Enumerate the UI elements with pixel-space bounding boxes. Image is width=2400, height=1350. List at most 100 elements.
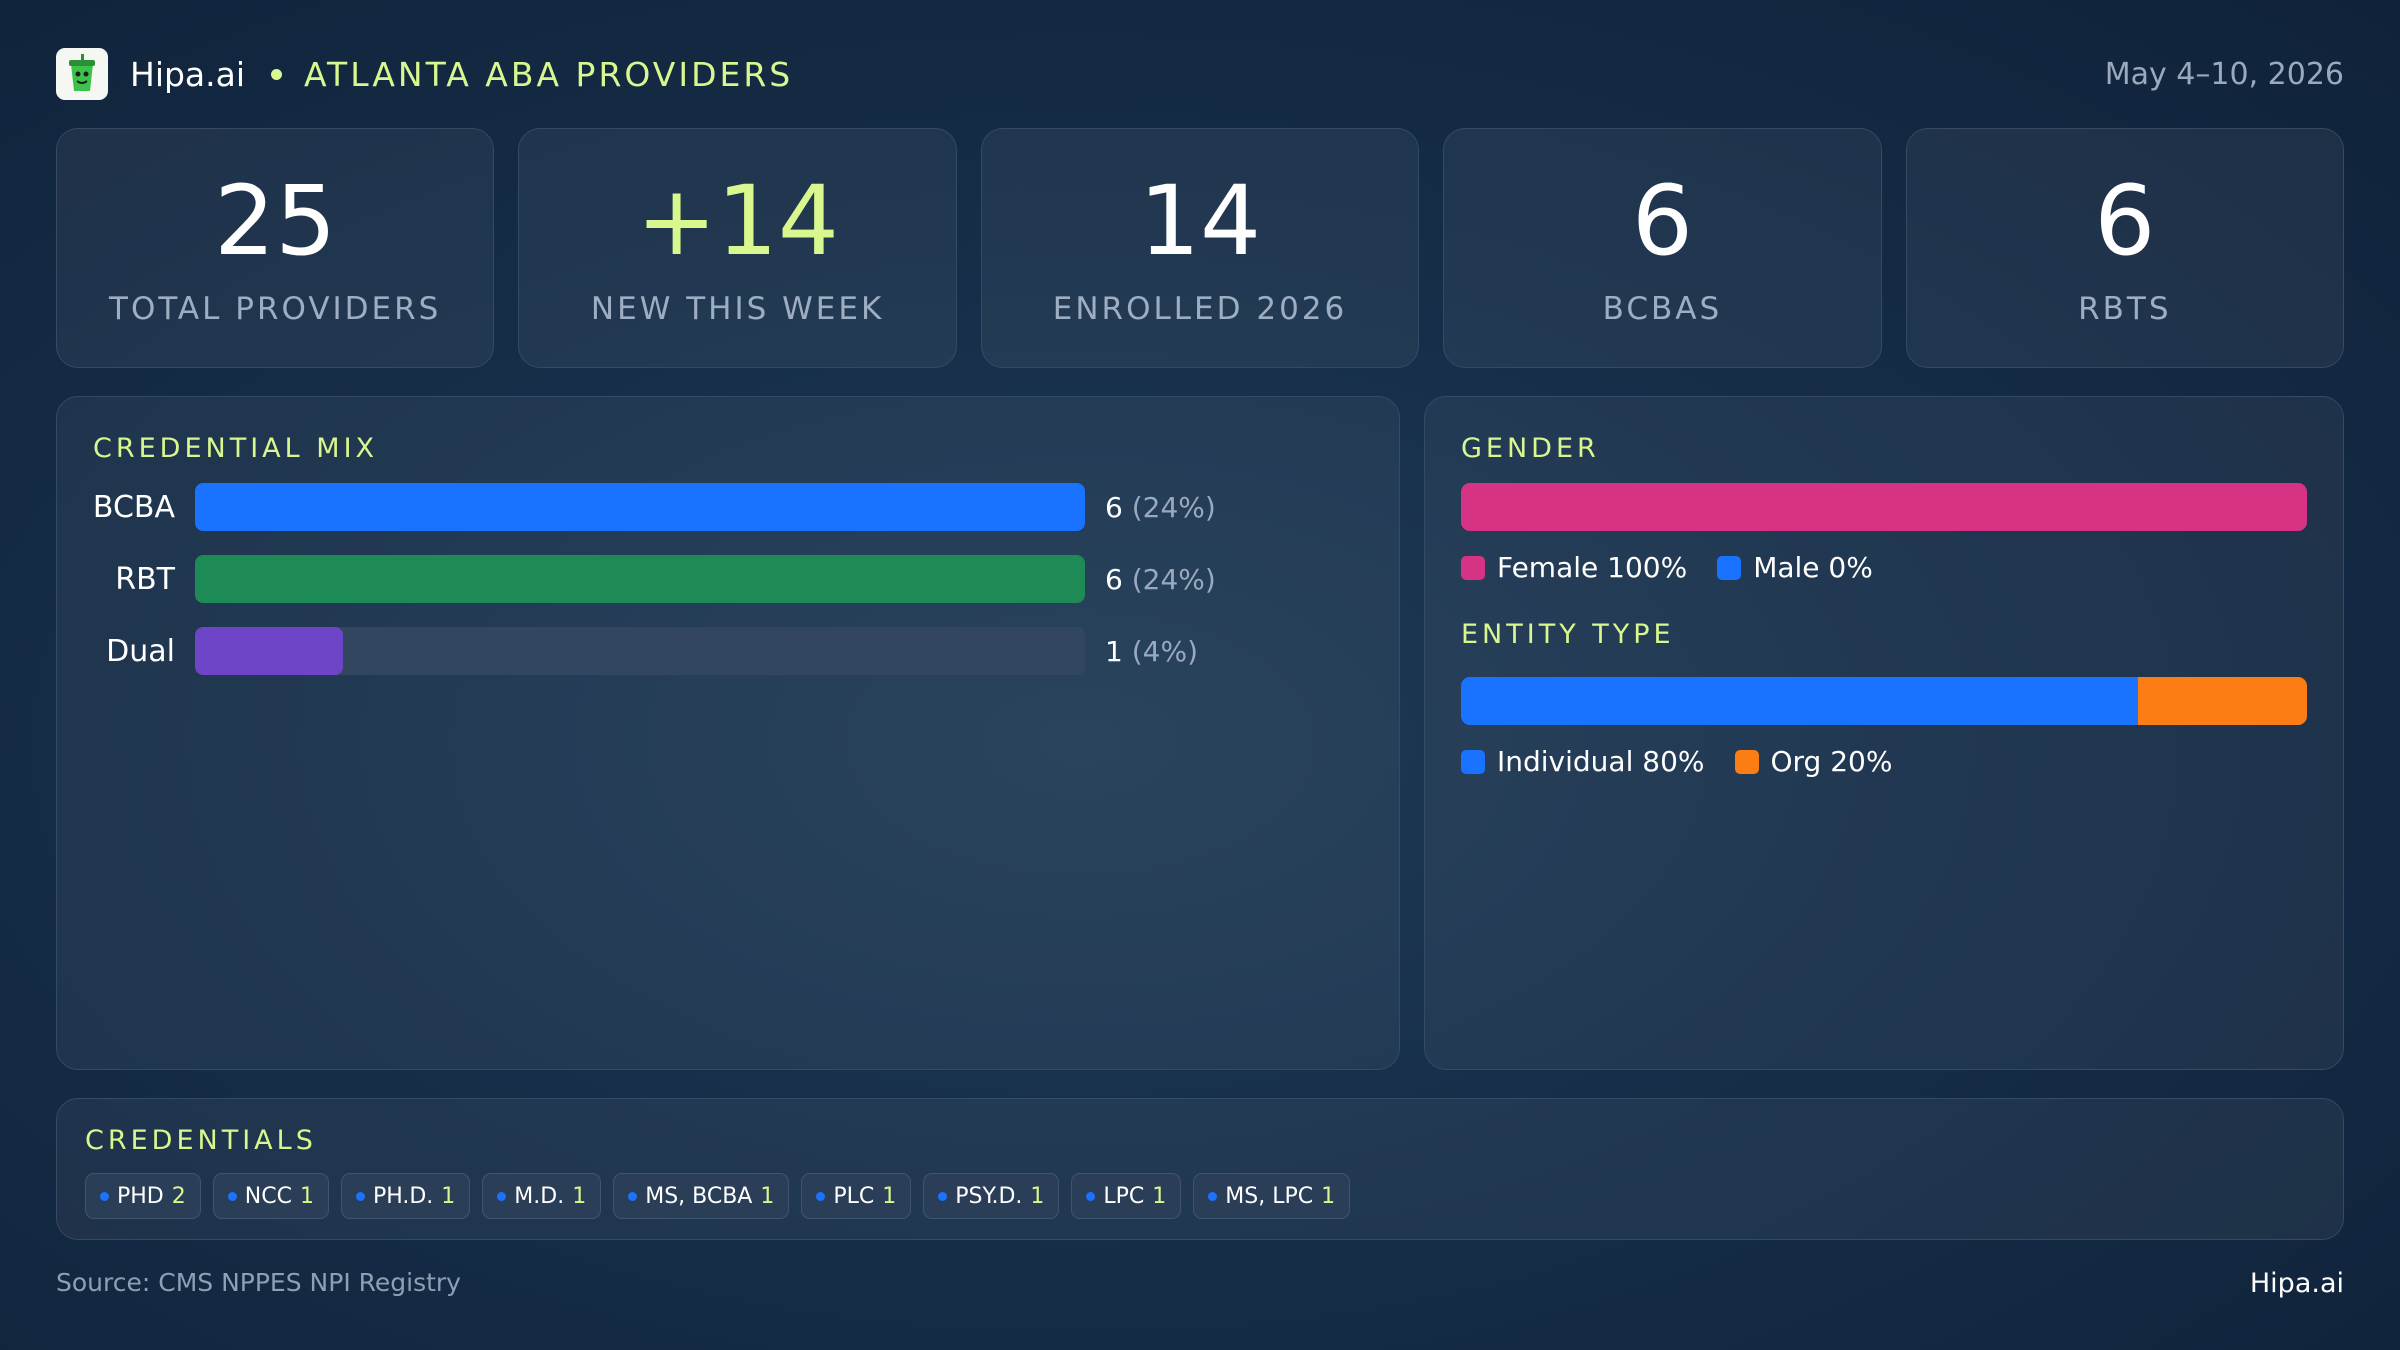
bar-label: BCBA <box>92 489 175 525</box>
legend-item-female: Female 100% <box>1461 551 1687 584</box>
entity-segment-individual <box>1461 677 2138 725</box>
chip-count: 2 <box>171 1183 186 1209</box>
stat-value: 14 <box>1138 165 1262 277</box>
bar-value: 6 (24%) <box>1105 563 1216 596</box>
legend-label: Individual 80% <box>1497 745 1705 778</box>
stat-label: TOTAL PROVIDERS <box>109 291 442 327</box>
gender-legend: Female 100% Male 0% <box>1461 551 1903 584</box>
stat-value: 6 <box>2094 165 2156 277</box>
legend-item-male: Male 0% <box>1717 551 1873 584</box>
credential-mix-title: CREDENTIAL MIX <box>93 433 379 464</box>
stat-card-rbts: 6 RBTS <box>1905 128 2345 368</box>
chip-count: 1 <box>441 1183 456 1209</box>
entity-type-stacked-bar <box>1461 677 2307 725</box>
credential-chip: PHD 2 <box>85 1173 201 1219</box>
stat-value: +14 <box>636 165 839 277</box>
bar-percent: (24%) <box>1131 490 1216 524</box>
bar-percent: (4%) <box>1131 634 1199 668</box>
chip-dot-icon <box>628 1191 638 1201</box>
credential-chip: MS, LPC 1 <box>1193 1173 1351 1219</box>
bar-bcba <box>195 483 1085 531</box>
chip-dot-icon <box>1086 1191 1096 1201</box>
stat-label: NEW THIS WEEK <box>590 291 885 327</box>
bar-percent: (24%) <box>1131 562 1216 596</box>
chip-label: LPC <box>1103 1183 1145 1209</box>
chip-count: 1 <box>760 1183 775 1209</box>
female-swatch <box>1461 555 1485 580</box>
org-swatch <box>1734 749 1759 774</box>
bar-dual <box>195 627 344 675</box>
chip-dot-icon <box>938 1191 948 1201</box>
bar-row-dual: Dual 1 (4%) <box>57 627 1198 675</box>
legend-label: Female 100% <box>1497 551 1688 584</box>
stat-value: 25 <box>214 165 337 277</box>
stat-card-new-this-week: +14 NEW THIS WEEK <box>518 128 957 368</box>
chip-dot-icon <box>100 1191 109 1201</box>
title-separator-dot <box>271 68 283 80</box>
gender-title: GENDER <box>1461 433 1600 464</box>
male-swatch <box>1717 555 1742 580</box>
credential-mix-panel: CREDENTIAL MIX BCBA 6 (24%) RBT 6 (24%) … <box>56 396 1400 1070</box>
chip-count: 1 <box>572 1183 587 1209</box>
credentials-panel: CREDENTIALS PHD 2 NCC 1 PH.D. 1 M.D. 1 MS, BCBA 1… <box>56 1098 2344 1240</box>
bar-count: 6 <box>1105 562 1123 596</box>
credential-chip: PH.D. 1 <box>340 1173 471 1219</box>
entity-segment-org <box>2137 677 2307 725</box>
chip-count: 1 <box>1030 1183 1045 1209</box>
bar-value: 1 (4%) <box>1105 635 1198 668</box>
bar-value: 6 (24%) <box>1105 491 1216 524</box>
chip-label: PHD <box>117 1183 164 1209</box>
bar-row-bcba: BCBA 6 (24%) <box>57 483 1216 531</box>
credential-chips: PHD 2 NCC 1 PH.D. 1 M.D. 1 MS, BCBA 1 PLC 1 PSY.D. 1 L… <box>85 1173 1351 1219</box>
credential-chip: NCC 1 <box>212 1173 329 1219</box>
chip-dot-icon <box>497 1191 507 1201</box>
stat-label: BCBAS <box>1602 291 1723 327</box>
credential-chip: PSY.D. 1 <box>923 1173 1060 1219</box>
brand-name: Hipa.ai <box>130 54 246 94</box>
chip-label: PLC <box>833 1183 875 1209</box>
stat-card-enrolled-2026: 14 ENROLLED 2026 <box>980 128 1420 368</box>
chip-dot-icon <box>355 1191 365 1201</box>
bar-track <box>195 555 1085 603</box>
header: Hipa.ai ATLANTA ABA PROVIDERS May 4–10, … <box>56 46 2344 102</box>
chip-label: PSY.D. <box>955 1183 1023 1209</box>
legend-label: Male 0% <box>1753 551 1873 584</box>
chip-count: 1 <box>882 1183 897 1209</box>
stat-label: ENROLLED 2026 <box>1052 291 1348 327</box>
bar-count: 1 <box>1105 634 1123 668</box>
bar-label: RBT <box>115 561 175 597</box>
date-range: May 4–10, 2026 <box>2104 56 2344 92</box>
chip-dot-icon <box>1208 1191 1218 1201</box>
bar-row-rbt: RBT 6 (24%) <box>57 555 1216 603</box>
credential-chip: M.D. 1 <box>482 1173 602 1219</box>
credentials-title: CREDENTIALS <box>85 1125 317 1156</box>
legend-item-individual: Individual 80% <box>1461 745 1705 778</box>
page-title: ATLANTA ABA PROVIDERS <box>304 54 794 94</box>
gender-segment-female <box>1461 483 2307 531</box>
source-note: Source: CMS NPPES NPI Registry <box>56 1268 461 1297</box>
bar-rbt <box>195 555 1085 603</box>
chip-label: PH.D. <box>372 1183 434 1209</box>
credential-chip: PLC 1 <box>801 1173 912 1219</box>
chip-label: MS, LPC <box>1225 1183 1314 1209</box>
cup-logo-icon <box>56 48 108 100</box>
legend-item-org: Org 20% <box>1734 745 1893 778</box>
chip-dot-icon <box>227 1191 237 1201</box>
credential-chip: MS, BCBA 1 <box>613 1173 790 1219</box>
stat-label: RBTS <box>2078 291 2172 327</box>
bar-count: 6 <box>1105 490 1123 524</box>
legend-label: Org 20% <box>1770 745 1893 778</box>
bar-track <box>195 483 1085 531</box>
credential-chip: LPC 1 <box>1071 1173 1182 1219</box>
bar-track <box>195 627 1085 675</box>
entity-type-legend: Individual 80% Org 20% <box>1461 745 1922 778</box>
chip-count: 1 <box>1152 1183 1167 1209</box>
stat-card-bcbas: 6 BCBAS <box>1443 128 1882 368</box>
entity-type-title: ENTITY TYPE <box>1461 619 1675 650</box>
chip-count: 1 <box>1321 1183 1336 1209</box>
chip-label: M.D. <box>514 1183 565 1209</box>
demographics-panel: GENDER Female 100% Male 0% ENTITY TYPE I… <box>1424 396 2344 1070</box>
chip-label: NCC <box>244 1183 292 1209</box>
individual-swatch <box>1461 749 1485 774</box>
chip-label: MS, BCBA <box>645 1183 753 1209</box>
